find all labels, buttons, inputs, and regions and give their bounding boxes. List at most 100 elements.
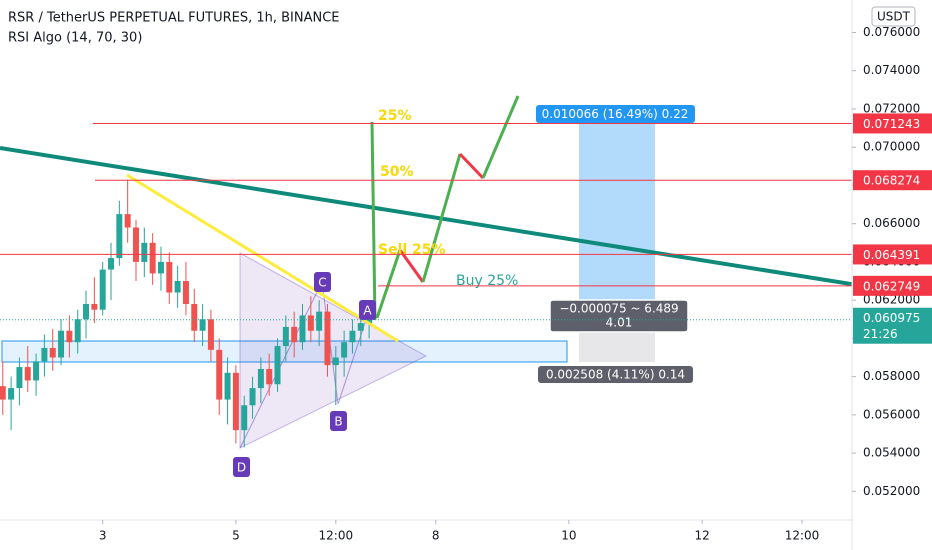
candle-body — [58, 330, 65, 358]
candle-body — [257, 368, 264, 389]
time-axis-bg — [0, 520, 932, 550]
price-label: 0.068274 — [863, 174, 920, 188]
price-label-bg — [853, 113, 932, 134]
candle-body — [41, 347, 48, 362]
x-tick-label: 5 — [232, 529, 240, 543]
triangle — [239, 252, 428, 449]
candle-body — [291, 326, 298, 343]
candle-body — [91, 303, 98, 310]
currency-button[interactable] — [871, 6, 916, 27]
candle-body — [174, 281, 181, 293]
path-up — [421, 153, 462, 283]
y-tick-label: 0.076000 — [863, 25, 920, 39]
measure-text: 4.01 — [606, 316, 633, 330]
price-label-bg — [853, 170, 932, 191]
yellow-line — [126, 173, 399, 343]
candle-body — [166, 261, 173, 293]
y-tick-label: 0.062000 — [863, 293, 920, 307]
candle-body — [116, 214, 123, 259]
point-label: C — [318, 276, 326, 290]
candle-body — [299, 315, 306, 343]
candle-body — [24, 367, 31, 381]
currency[interactable]: USDT — [877, 10, 911, 24]
candle-body — [249, 388, 256, 406]
point-label: B — [334, 415, 342, 429]
y-tick-label: 0.056000 — [863, 407, 920, 421]
price-label: 0.071243 — [863, 117, 920, 131]
candle-body — [332, 357, 339, 366]
candle-body — [207, 319, 214, 350]
x-tick-label: 12:00 — [319, 529, 354, 543]
path-down — [398, 249, 425, 283]
measure-label — [538, 366, 693, 383]
candle-body — [0, 386, 6, 400]
drawings: 25% 50% Sell 25% Buy 25% A B C D 0.01006… — [0, 95, 932, 477]
measure-label — [549, 299, 689, 333]
x-tick-label: 10 — [561, 529, 576, 543]
candle-body — [241, 405, 248, 431]
x-tick-label: 8 — [432, 529, 440, 543]
candle-body — [16, 367, 23, 389]
point-label: A — [363, 304, 372, 318]
candles — [0, 179, 373, 448]
y-tick-label: 0.052000 — [863, 484, 920, 498]
y-tick-label: 0.070000 — [863, 140, 920, 154]
candle-body — [124, 214, 131, 228]
price-label: 0.064391 — [863, 248, 920, 262]
candle-body — [49, 347, 56, 358]
candle-body — [266, 368, 273, 385]
candle-body — [199, 319, 206, 331]
point-badge — [330, 411, 347, 431]
measure-up — [579, 122, 655, 320]
x-tick-label: 3 — [99, 529, 107, 543]
candle-body — [33, 361, 40, 381]
candle-body — [157, 261, 164, 274]
candle-body — [66, 330, 73, 343]
point-badge — [359, 300, 376, 320]
measure-text: −0.000075 ~ 6.489 — [559, 302, 678, 316]
candle-body — [191, 303, 198, 331]
candle-body — [132, 227, 139, 262]
candle-body — [182, 281, 189, 304]
measure-label — [536, 105, 695, 123]
candle-body — [99, 269, 106, 310]
candle-body — [316, 311, 323, 331]
candle-body — [108, 258, 115, 270]
candle-body — [224, 372, 231, 400]
y-tick-label: 0.054000 — [863, 446, 920, 460]
last-price-bg — [853, 307, 932, 344]
y-tick-label: 0.074000 — [863, 63, 920, 77]
path-up — [481, 95, 520, 179]
candle-body — [232, 372, 239, 431]
x-tick-label: 12:00 — [785, 529, 820, 543]
candle-body — [83, 303, 90, 320]
path-up — [375, 249, 402, 319]
candle-body — [341, 342, 348, 358]
price-axis-bg — [852, 0, 932, 550]
annotation: Sell 25% — [378, 242, 446, 258]
annotation: 25% — [378, 108, 412, 124]
last-price: 0.060975 — [863, 311, 920, 325]
candle-body — [141, 242, 148, 262]
price-label-bg — [853, 275, 932, 296]
annotation: 50% — [380, 164, 414, 180]
candle-body — [357, 323, 364, 331]
candle-body — [366, 319, 373, 324]
candle-body — [216, 349, 223, 400]
candle-body — [8, 388, 15, 400]
measure-text: 0.002508 (4.11%) 0.14 — [546, 368, 685, 382]
candle-body — [324, 311, 331, 366]
path-up — [370, 121, 377, 321]
candle-body — [74, 319, 81, 343]
candle-body — [307, 315, 314, 331]
price-label: 0.062749 — [863, 279, 920, 293]
annotation: Buy 25% — [456, 273, 518, 289]
candle-body — [349, 330, 356, 343]
countdown: 21:26 — [863, 327, 898, 341]
point-badge — [314, 272, 331, 292]
drawings-under — [1, 122, 655, 449]
y-tick-label: 0.072000 — [863, 101, 920, 115]
indicator: RSI Algo (14, 70, 30) — [8, 31, 142, 46]
candle-body — [274, 346, 281, 385]
